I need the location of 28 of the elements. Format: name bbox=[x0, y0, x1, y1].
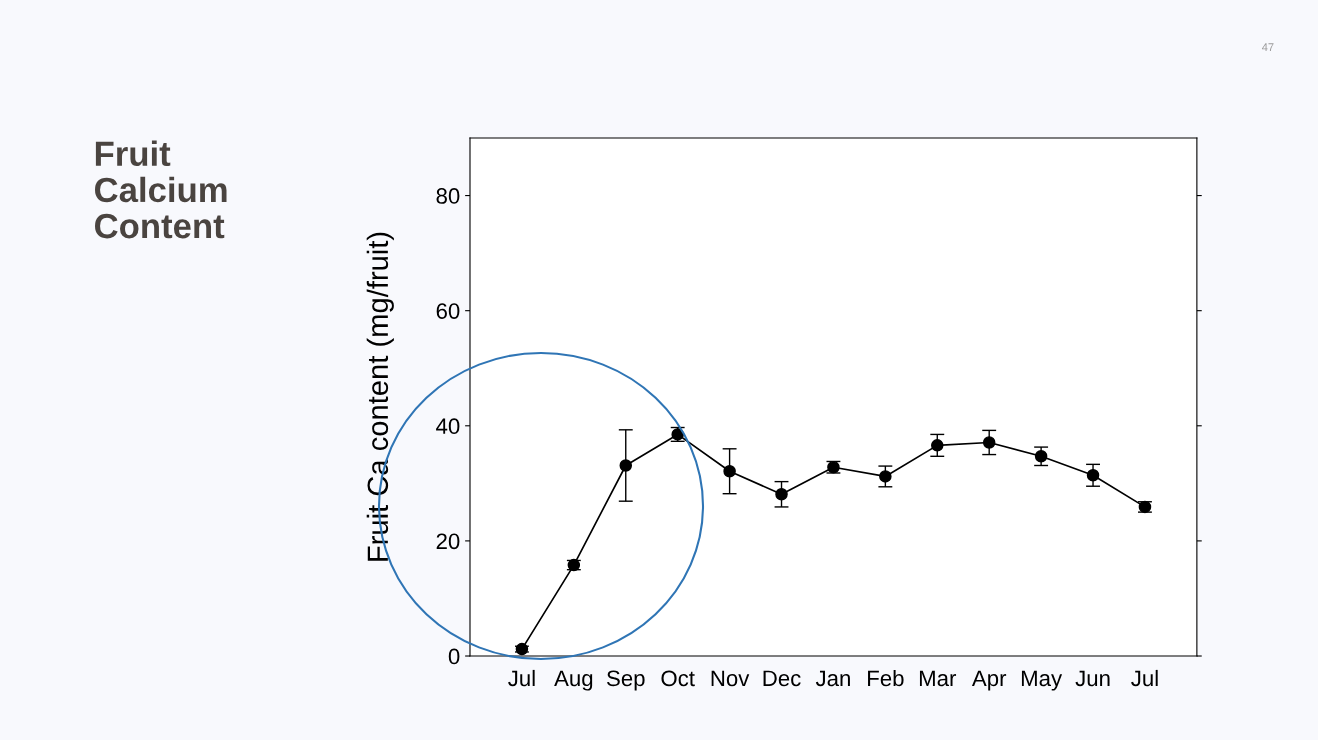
y-tick-label: 0 bbox=[448, 648, 460, 665]
x-tick-label: Feb bbox=[868, 669, 904, 687]
point bbox=[931, 439, 944, 452]
y-tick-label: 20 bbox=[436, 533, 460, 550]
x-tick-label: Apr bbox=[971, 670, 1007, 691]
point bbox=[879, 470, 892, 483]
point bbox=[982, 436, 996, 449]
x-tick-label: Nov bbox=[711, 670, 750, 687]
point bbox=[619, 459, 633, 472]
text: 47 bbox=[1261, 43, 1274, 51]
x-tick-label: Jul bbox=[1131, 669, 1158, 687]
x-tick-label: Dec bbox=[763, 670, 801, 687]
x-tick-label: Mar bbox=[919, 670, 957, 687]
y-tick-label: 80 bbox=[436, 188, 460, 204]
x-tick-label: Jun bbox=[1075, 670, 1110, 687]
x-tick-label: Oct bbox=[661, 670, 695, 687]
x-tick-label: Aug bbox=[554, 670, 593, 691]
x-tick-label: May bbox=[1021, 670, 1063, 691]
point bbox=[1086, 469, 1100, 482]
y-tick-label: 40 bbox=[436, 418, 460, 435]
point bbox=[1034, 450, 1048, 463]
point bbox=[723, 465, 736, 478]
x-tick-label: Sep bbox=[607, 670, 645, 691]
x-tick-label: Jul bbox=[508, 669, 535, 687]
point bbox=[775, 488, 788, 501]
x-tick-label: Jan bbox=[815, 670, 850, 687]
text: Fruit Calcium Content bbox=[95, 140, 227, 239]
y-tick-label: 60 bbox=[436, 303, 460, 319]
